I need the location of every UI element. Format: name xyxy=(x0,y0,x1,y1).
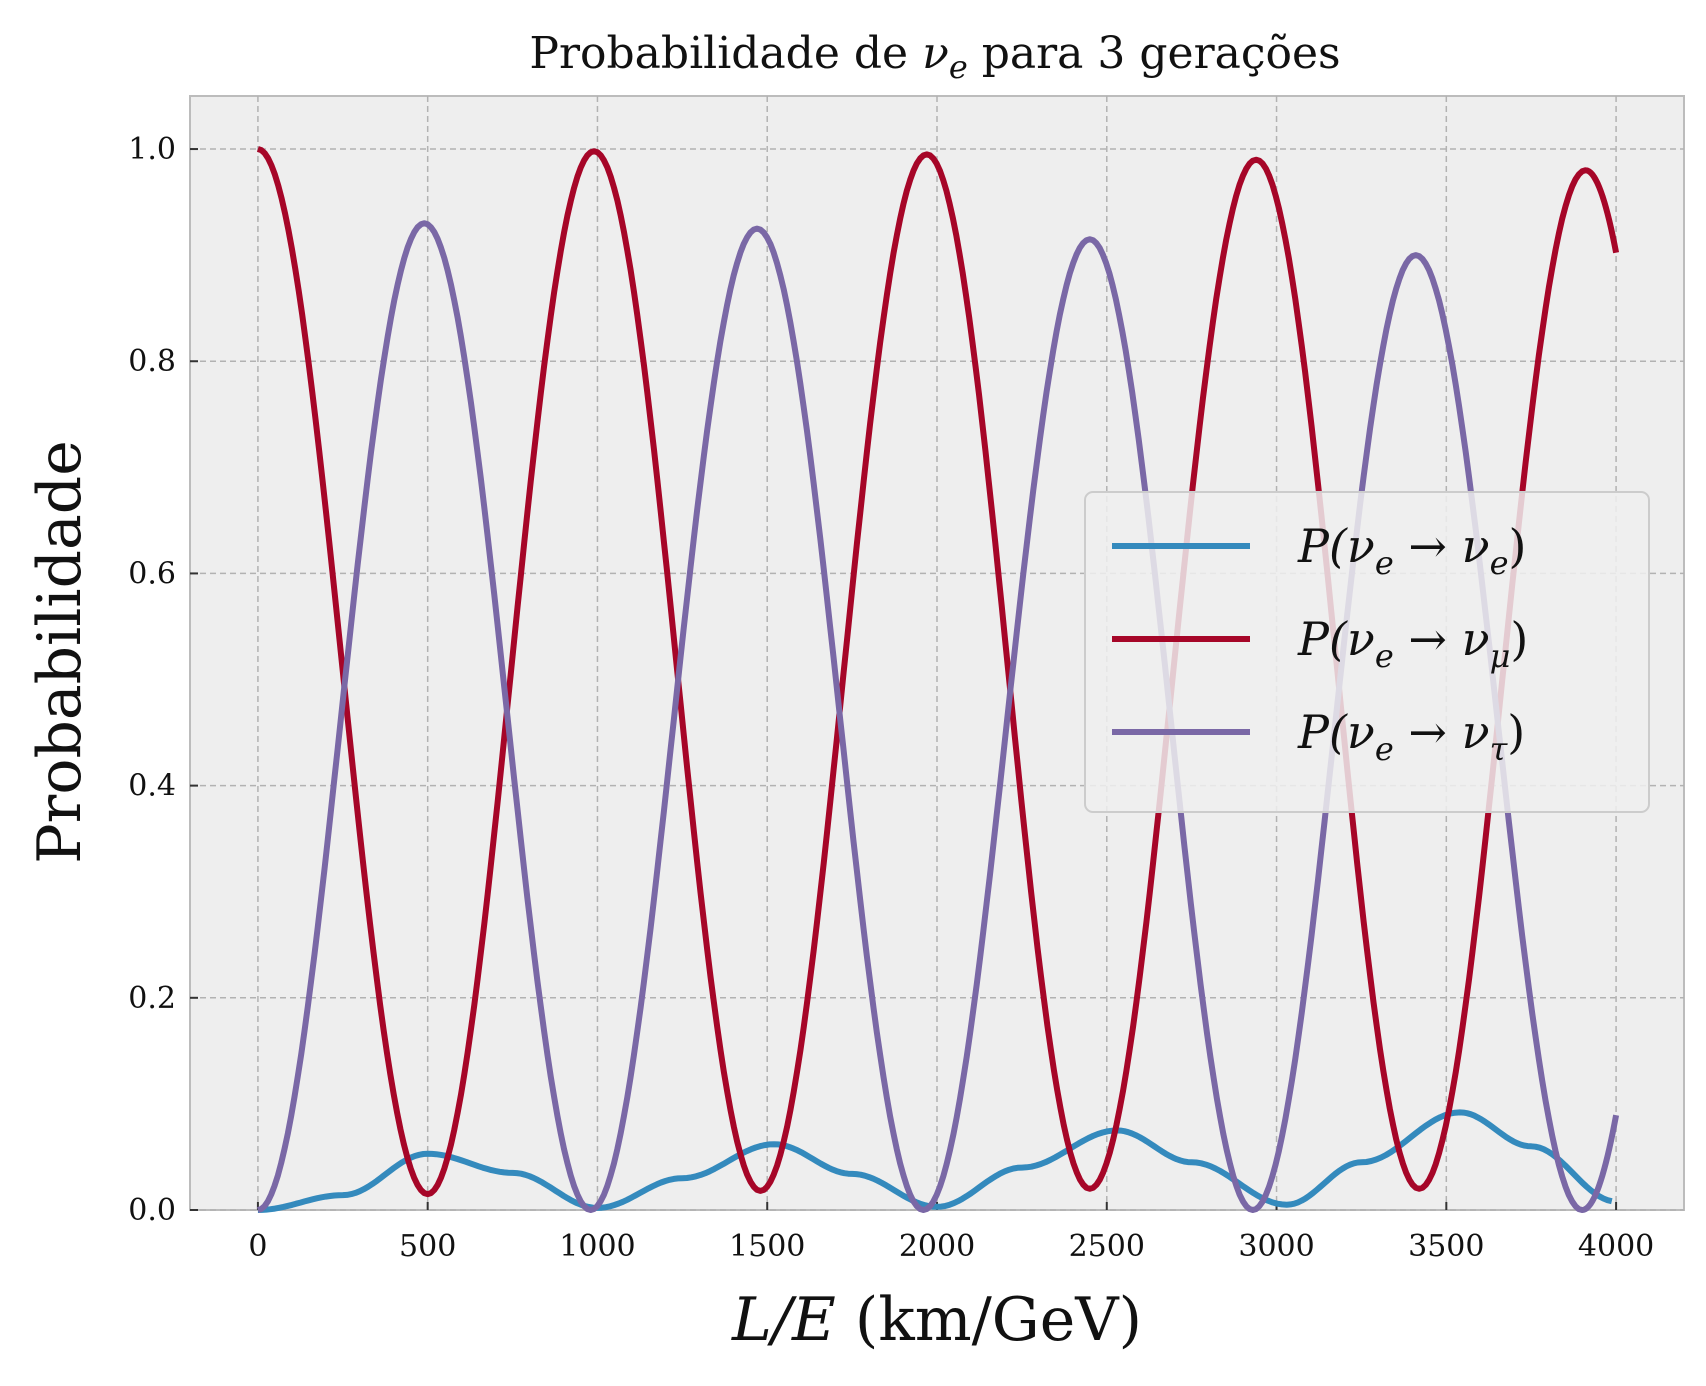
x-tick-label: 1000 xyxy=(559,1229,635,1264)
chart-title: Probabilidade de νe para 3 gerações xyxy=(529,28,1340,86)
series-line-1 xyxy=(257,1109,1613,1213)
series-line-2 xyxy=(256,146,1620,1198)
chart-title-suffix: para 3 gerações xyxy=(968,28,1341,79)
y-tick-label: 0.4 xyxy=(128,769,176,804)
legend-label-1: P(νe → νe) xyxy=(1297,519,1526,582)
x-tick-label: 1500 xyxy=(729,1229,805,1264)
x-tick-label: 4000 xyxy=(1578,1229,1654,1264)
legend-label-2: P(νe → νμ) xyxy=(1297,612,1528,675)
chart-title-sub: e xyxy=(949,48,968,86)
x-tick-label: 3500 xyxy=(1408,1229,1484,1264)
x-tick-label: 3000 xyxy=(1238,1229,1314,1264)
y-tick-label: 1.0 xyxy=(128,132,176,167)
x-tick-label: 2500 xyxy=(1069,1229,1145,1264)
x-tick-label: 500 xyxy=(399,1229,456,1264)
series-layer xyxy=(256,146,1620,1213)
x-axis-label: L/E (km/GeV) xyxy=(731,1285,1142,1355)
y-axis-label: Probabilidade xyxy=(25,440,95,863)
legend-label-3: P(νe → ντ) xyxy=(1297,705,1525,768)
chart-title-nu: ν xyxy=(922,28,949,79)
x-axis-label-unit: (km/GeV) xyxy=(836,1285,1142,1355)
x-axis-label-var: L/E xyxy=(731,1285,836,1355)
chart-title-prefix: Probabilidade de xyxy=(529,28,922,79)
axis-ticks: 0 500 1000 1500 2000 2500 3000 3500 4000 0.0 0.2 0.… xyxy=(128,132,1654,1264)
y-tick-label: 0.6 xyxy=(128,556,176,591)
y-tick-label: 0.0 xyxy=(128,1193,176,1228)
legend: P(νe → νe) P(νe → νμ) P(νe → ντ) xyxy=(1084,491,1650,813)
y-tick-label: 0.2 xyxy=(128,981,176,1016)
y-tick-label: 0.8 xyxy=(128,344,176,379)
series-line-3 xyxy=(257,220,1620,1213)
x-tick-label: 0 xyxy=(248,1229,267,1264)
x-tick-label: 2000 xyxy=(899,1229,975,1264)
